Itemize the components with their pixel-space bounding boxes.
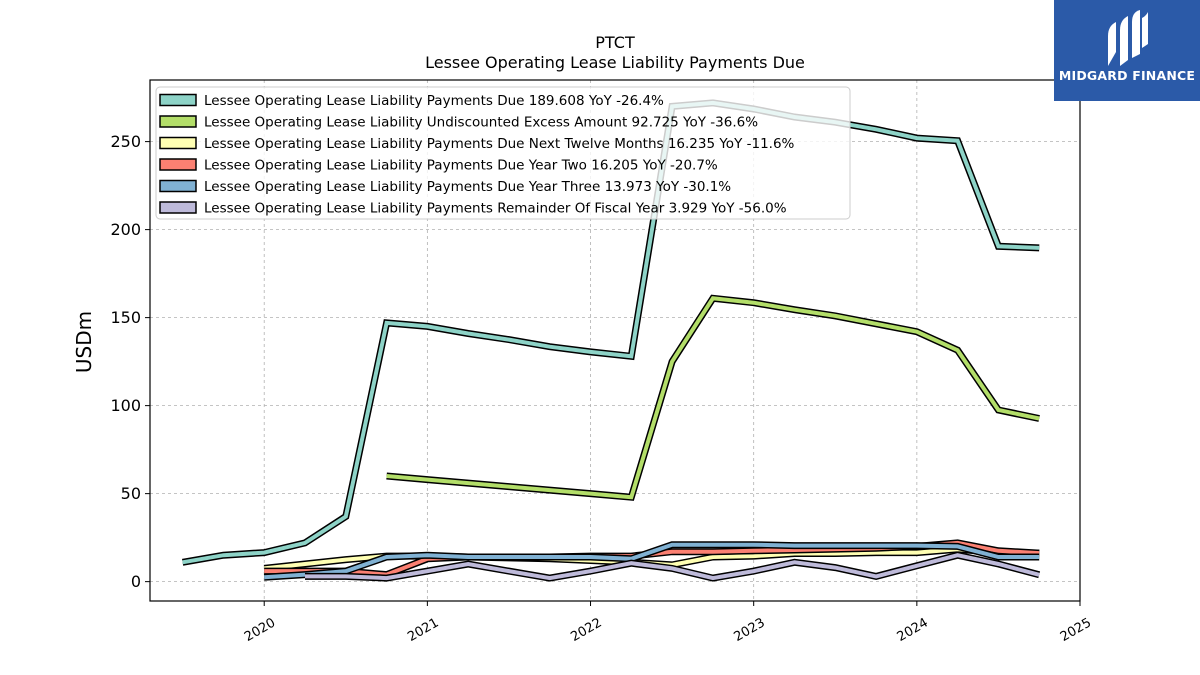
brand-logo: MIDGARD FINANCE xyxy=(1054,0,1200,101)
legend-entry: Lessee Operating Lease Liability Payment… xyxy=(204,201,787,217)
legend-swatch xyxy=(159,158,197,171)
x-tick-label: 2021 xyxy=(405,615,441,645)
logo-mark-icon xyxy=(1108,10,1148,66)
legend-swatch xyxy=(159,115,197,128)
x-tick-label: 2022 xyxy=(568,615,604,645)
series-2 xyxy=(386,294,1040,501)
y-tick-label: 200 xyxy=(110,220,141,239)
brand-name: MIDGARD FINANCE xyxy=(1058,68,1196,83)
legend-entry: Lessee Operating Lease Liability Payment… xyxy=(204,93,664,109)
series-line-outline xyxy=(386,294,1040,501)
legend: Lessee Operating Lease Liability Payment… xyxy=(155,86,851,220)
series-line xyxy=(386,296,1040,500)
series-1 xyxy=(181,99,1040,566)
y-tick-label: 100 xyxy=(110,396,141,415)
legend-swatch xyxy=(159,201,197,214)
y-tick-label: 0 xyxy=(131,572,141,591)
chart-subtitle: Lessee Operating Lease Liability Payment… xyxy=(425,53,805,72)
legend-swatch xyxy=(159,93,197,107)
y-tick-label: 150 xyxy=(110,308,141,327)
legend-entry: Lessee Operating Lease Liability Payment… xyxy=(204,158,718,174)
series-lines xyxy=(181,99,1041,582)
legend-entry: Lessee Operating Lease Liability Payment… xyxy=(204,136,795,152)
x-tick-label: 2020 xyxy=(242,615,278,645)
legend-entry: Lessee Operating Lease Liability Payment… xyxy=(204,179,731,195)
series-line xyxy=(305,553,1040,581)
x-tick-label: 2023 xyxy=(732,615,768,645)
chart-title: PTCT xyxy=(595,33,635,52)
series-line xyxy=(182,100,1040,565)
plot-frame xyxy=(149,79,1081,602)
y-tick-label: 50 xyxy=(121,484,141,503)
x-tick-label: 2024 xyxy=(895,615,931,645)
x-tick-label: 2025 xyxy=(1058,615,1094,645)
series-6 xyxy=(305,551,1041,582)
series-line xyxy=(264,542,1040,580)
y-tick-label: 250 xyxy=(110,132,141,151)
series-5 xyxy=(263,541,1040,581)
legend-entry: Lessee Operating Lease Liability Undisco… xyxy=(204,115,758,131)
legend-box xyxy=(155,86,851,220)
legend-swatch xyxy=(159,136,197,150)
legend-swatch xyxy=(159,179,197,193)
y-axis-label: USDm xyxy=(72,311,96,373)
